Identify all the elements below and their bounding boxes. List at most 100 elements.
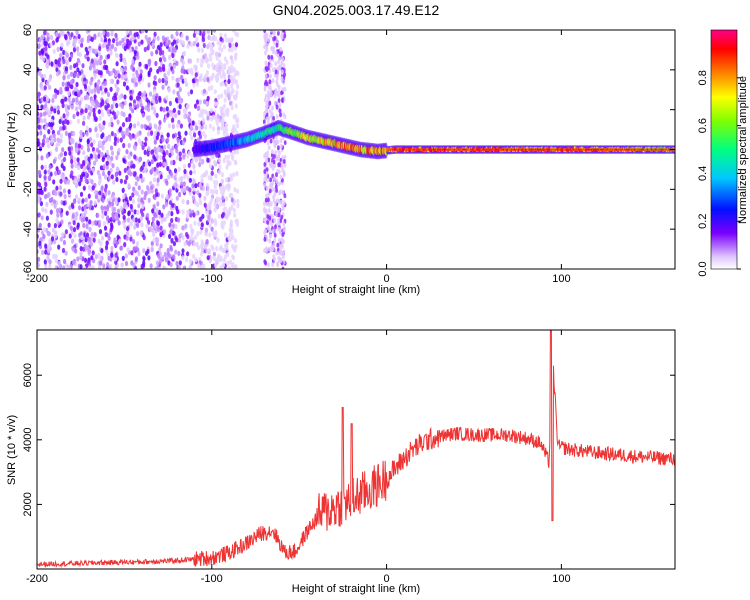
- spectrogram-cell: [278, 102, 282, 108]
- spectrogram-cell: [67, 265, 71, 269]
- spectrogram-cell: [113, 237, 117, 243]
- spectrogram-cell: [438, 148, 440, 151]
- spectrogram-cell: [635, 148, 637, 151]
- spectrogram-cell: [149, 225, 153, 232]
- spectrogram-cell: [204, 124, 208, 130]
- spectrogram-cell: [50, 196, 54, 203]
- spectrogram-cell: [136, 209, 140, 215]
- spectrogram-cell: [100, 90, 104, 96]
- spectrogram-cell: [657, 148, 660, 151]
- spectrogram-cell: [54, 233, 58, 239]
- spectrogram-cell: [48, 238, 52, 244]
- spectrogram-cell: [233, 149, 237, 155]
- spectrogram-cell: [137, 203, 141, 209]
- spectrogram-cell: [155, 153, 159, 159]
- spectrogram-cell: [82, 171, 86, 177]
- spectrogram-cell: [541, 148, 544, 151]
- spectrogram-cell: [267, 225, 270, 231]
- spectrogram-cell: [119, 53, 123, 59]
- spectrogram-cell: [68, 233, 72, 239]
- spectrogram-cell: [189, 223, 193, 229]
- spectrogram-cell: [268, 188, 272, 194]
- spectrogram-cell: [267, 262, 270, 268]
- spectrogram-cell: [100, 37, 104, 43]
- spectrogram-cell: [141, 105, 145, 112]
- spectrogram-cell: [129, 105, 133, 111]
- spectrogram-cell: [127, 211, 131, 217]
- spectrogram-cell: [274, 50, 278, 56]
- spectrogram-cell: [129, 122, 133, 128]
- spectrogram-cell: [175, 237, 179, 243]
- spectrogram-cell: [52, 179, 56, 185]
- spectrogram-cell: [160, 212, 164, 218]
- spectrogram-cell: [37, 212, 41, 218]
- spectrogram-cell: [273, 100, 277, 106]
- spectrogram-cell: [276, 262, 279, 268]
- spectrogram-cell: [52, 158, 57, 164]
- spectrogram-cell: [153, 171, 157, 177]
- spectrogram-cell: [615, 148, 618, 151]
- spectrogram-cell: [79, 255, 83, 261]
- spectrogram-cell: [273, 218, 277, 223]
- spectrogram-cell: [53, 108, 57, 114]
- spectrogram-cell: [264, 197, 268, 203]
- spectrogram-cell: [115, 52, 119, 59]
- spectrogram-cell: [181, 225, 185, 231]
- spectrogram-cell: [59, 86, 63, 92]
- spectrogram-cell: [86, 37, 90, 44]
- spectrogram-cell: [44, 249, 48, 255]
- spectrogram-cell: [230, 64, 234, 70]
- spectrogram-cell: [202, 31, 206, 37]
- spectrogram-cell: [62, 200, 66, 206]
- spectrogram-cell: [73, 233, 77, 239]
- spectrogram-cell: [40, 164, 44, 170]
- spectrogram-cell: [97, 222, 101, 228]
- spectrogram-cell: [193, 220, 197, 226]
- spectrogram-cell: [66, 74, 71, 80]
- spectrogram-cell: [37, 256, 41, 262]
- spectrogram-cell: [89, 241, 93, 247]
- spectrogram-cell: [523, 148, 525, 151]
- spectrogram-cell: [83, 204, 87, 210]
- spectrogram-cell: [236, 149, 240, 155]
- spectrogram-cell: [40, 155, 44, 161]
- spectrogram-cell: [611, 148, 614, 151]
- spectrogram-cell: [99, 241, 103, 247]
- spectrogram-cell: [96, 212, 100, 218]
- spectrogram-cell: [144, 162, 148, 168]
- spectrogram-cell: [110, 155, 114, 161]
- spectrogram-cell: [177, 109, 181, 116]
- spectrogram-cell: [206, 157, 210, 163]
- spectrogram-cell: [56, 109, 61, 115]
- spectrogram-cell: [47, 110, 51, 116]
- colorbar-tick-label: 0.8: [697, 70, 709, 85]
- spectrogram-cell: [183, 107, 187, 114]
- spectrogram-cell: [233, 187, 237, 193]
- spectrogram-cell: [275, 42, 279, 48]
- spectrogram-cell: [110, 30, 114, 34]
- spectrogram-cell: [115, 176, 119, 182]
- spectrogram-cell: [201, 36, 205, 43]
- spectrogram-cell: [142, 248, 146, 254]
- spectrogram-cell: [520, 148, 523, 151]
- spectrogram-cell: [63, 178, 67, 184]
- spectrogram-cell: [429, 148, 432, 151]
- spectrogram-cell: [265, 167, 269, 173]
- spectrogram-cell: [56, 71, 60, 77]
- spectrogram-cell: [263, 259, 267, 264]
- x-tick-label: -200: [26, 273, 48, 285]
- spectrogram-cell: [220, 189, 224, 195]
- spectrogram-cell: [265, 112, 269, 117]
- spectrogram-cell: [206, 77, 210, 83]
- spectrogram-cell: [134, 189, 138, 195]
- spectrogram-cell: [186, 209, 190, 215]
- spectrogram-cell: [117, 197, 121, 203]
- spectrogram-cell: [101, 197, 105, 203]
- spectrogram-cell: [165, 41, 169, 47]
- spectrogram-cell: [44, 164, 48, 170]
- spectrogram-cell: [128, 195, 133, 201]
- spectrogram-cell: [77, 197, 81, 203]
- spectrogram-cell: [463, 148, 465, 151]
- spectrogram-cell: [218, 164, 222, 170]
